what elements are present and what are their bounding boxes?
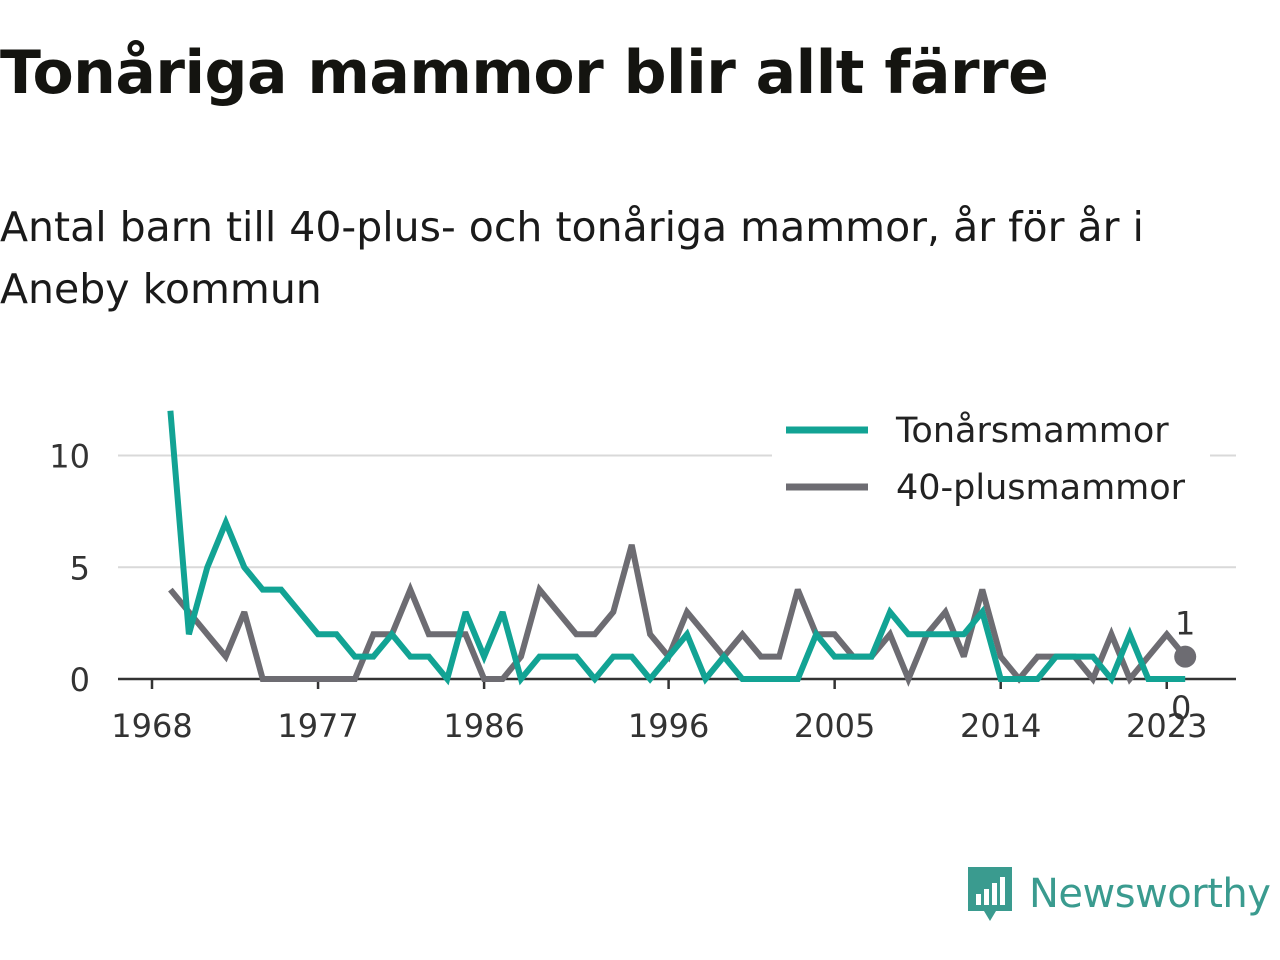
end-label-40-plusmammor: 1 xyxy=(1175,605,1195,643)
series-line-tonårsmammor xyxy=(167,410,1186,686)
end-labels: 01 xyxy=(1171,605,1197,727)
legend: Tonårsmammor 40-plusmammor xyxy=(772,402,1210,520)
y-tick-label-0: 0 xyxy=(70,661,90,699)
x-tick-label-2014: 2014 xyxy=(960,707,1041,745)
series-lines xyxy=(167,410,1188,687)
series-line-40-plusmammor xyxy=(168,544,1188,687)
newsworthy-brand: Newsworthy xyxy=(965,862,1271,926)
y-tick-label-5: 5 xyxy=(70,549,90,587)
x-tick-label-2023: 2023 xyxy=(1126,707,1207,745)
x-tick-label-2005: 2005 xyxy=(794,707,875,745)
end-label-tonårsmammor: 0 xyxy=(1171,689,1191,727)
newsworthy-logo-icon xyxy=(968,867,1012,921)
x-tick-label-1977: 1977 xyxy=(277,707,358,745)
legend-label-40-plusmammor: 40-plusmammor xyxy=(896,468,1186,508)
end-marker-40-plusmammor xyxy=(1174,645,1197,668)
chart-title: Tonåriga mammor blir allt färre xyxy=(0,38,1049,108)
x-tick-label-1986: 1986 xyxy=(443,707,524,745)
x-tick-label-1996: 1996 xyxy=(628,707,709,745)
chart-subtitle: Antal barn till 40-plus- och tonåriga ma… xyxy=(0,203,1144,313)
y-tick-label-10: 10 xyxy=(49,438,90,476)
x-tick-label-1968: 1968 xyxy=(111,707,192,745)
legend-label-tonårsmammor: Tonårsmammor xyxy=(895,410,1169,451)
legend-background xyxy=(772,402,1210,520)
brand-name: Newsworthy xyxy=(1029,871,1271,917)
